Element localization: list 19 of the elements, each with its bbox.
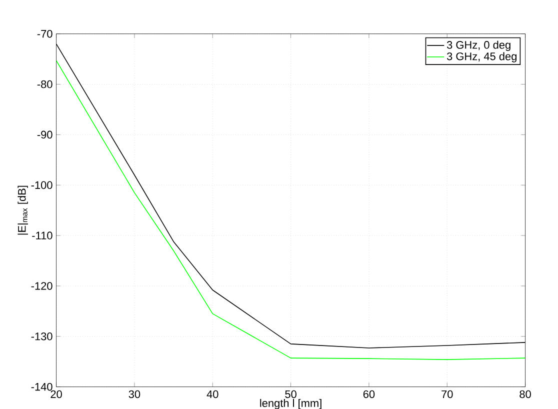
x-tick-label: 70 <box>442 390 453 398</box>
y-tick-label: -90 <box>37 130 52 139</box>
x-tick-label: 60 <box>363 390 375 398</box>
x-axis-title: length l [mm] <box>260 398 322 409</box>
x-tick-label: 80 <box>520 390 531 398</box>
y-tick-label: -130 <box>31 332 52 340</box>
y-axis-title: |E|$_{max}$ [dB] <box>18 186 28 235</box>
legend-label: 3 GHz, 45 deg <box>446 52 516 62</box>
y-tick-label: -140 <box>31 382 52 391</box>
y-tick-label: -70 <box>37 30 52 38</box>
y-tick-label: -80 <box>37 80 52 88</box>
y-tick-label: -120 <box>31 282 52 290</box>
x-tick-label: 40 <box>206 390 218 398</box>
x-tick-label: 20 <box>50 390 62 398</box>
x-tick-label: 30 <box>128 390 140 398</box>
legend-label: 3 GHz, 0 deg <box>446 40 510 51</box>
x-tick-label: 50 <box>285 390 296 398</box>
y-tick-label: -110 <box>32 232 52 240</box>
y-tick-label: -100 <box>31 181 52 189</box>
